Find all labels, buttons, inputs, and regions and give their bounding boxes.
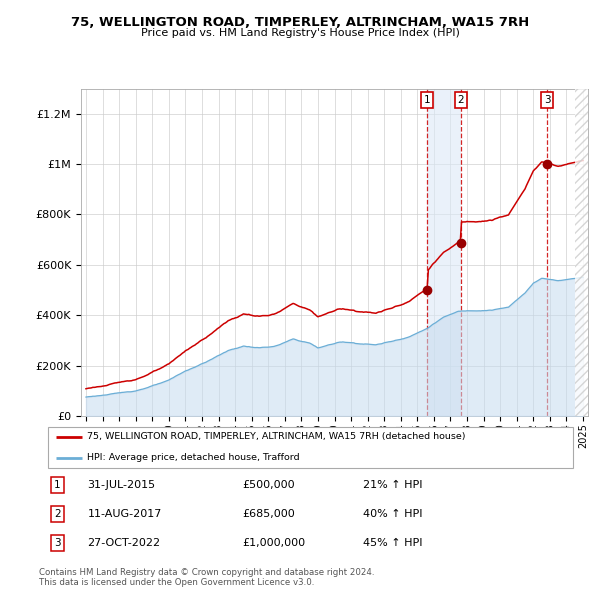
Text: 75, WELLINGTON ROAD, TIMPERLEY, ALTRINCHAM, WA15 7RH (detached house): 75, WELLINGTON ROAD, TIMPERLEY, ALTRINCH… [88,432,466,441]
Text: £500,000: £500,000 [242,480,295,490]
Text: 3: 3 [54,537,61,548]
Text: HPI: Average price, detached house, Trafford: HPI: Average price, detached house, Traf… [88,453,300,462]
Text: 27-OCT-2022: 27-OCT-2022 [88,537,161,548]
Bar [575,88,599,416]
Text: 21% ↑ HPI: 21% ↑ HPI [363,480,422,490]
Text: 31-JUL-2015: 31-JUL-2015 [88,480,155,490]
Text: £685,000: £685,000 [242,509,295,519]
Text: 40% ↑ HPI: 40% ↑ HPI [363,509,422,519]
Text: 3: 3 [544,95,550,105]
Text: 11-AUG-2017: 11-AUG-2017 [88,509,162,519]
FancyBboxPatch shape [48,427,573,468]
Bar [427,88,461,416]
Text: 1: 1 [424,95,430,105]
Text: 75, WELLINGTON ROAD, TIMPERLEY, ALTRINCHAM, WA15 7RH: 75, WELLINGTON ROAD, TIMPERLEY, ALTRINCH… [71,16,529,29]
Text: 2: 2 [457,95,464,105]
Text: £1,000,000: £1,000,000 [242,537,305,548]
Text: Price paid vs. HM Land Registry's House Price Index (HPI): Price paid vs. HM Land Registry's House … [140,28,460,38]
Text: 2: 2 [54,509,61,519]
Text: 45% ↑ HPI: 45% ↑ HPI [363,537,422,548]
Text: 1: 1 [54,480,61,490]
Text: Contains HM Land Registry data © Crown copyright and database right 2024.
This d: Contains HM Land Registry data © Crown c… [39,568,374,587]
